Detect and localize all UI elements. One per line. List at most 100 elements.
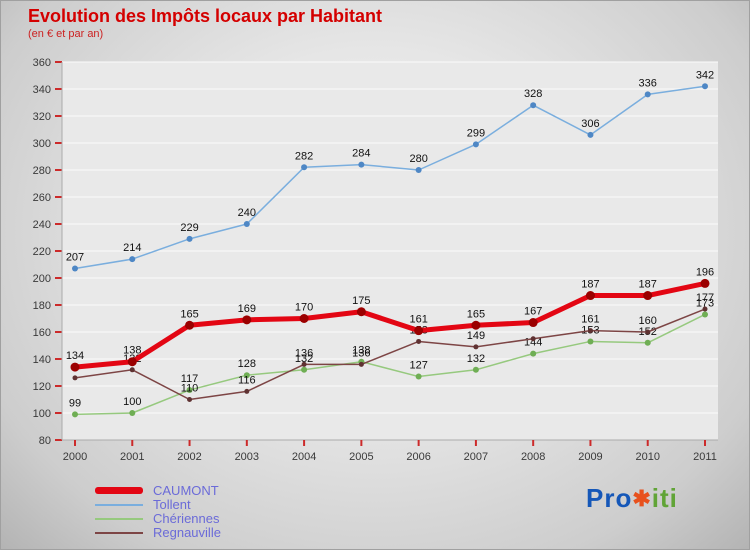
y-axis-label: 320 bbox=[33, 111, 51, 123]
data-point-regnauville bbox=[72, 375, 78, 381]
data-label-cheriennes: 138 bbox=[352, 345, 370, 357]
data-point-tollent bbox=[186, 235, 193, 242]
proxiti-logo: Pro✱iti bbox=[586, 483, 678, 514]
data-point-caumont bbox=[585, 291, 595, 301]
data-point-regnauville bbox=[187, 397, 193, 402]
data-point-tollent bbox=[358, 161, 365, 168]
x-axis-label: 2011 bbox=[693, 451, 717, 463]
data-point-cheriennes bbox=[301, 366, 308, 373]
data-point-tollent bbox=[472, 141, 479, 148]
page-title: Evolution des Impôts locaux par Habitant bbox=[28, 6, 383, 26]
data-point-tollent bbox=[72, 265, 78, 272]
legend-swatch-cheriennes bbox=[95, 517, 143, 520]
data-point-tollent bbox=[129, 256, 136, 263]
legend-swatch-tollent bbox=[95, 503, 143, 506]
data-point-caumont bbox=[185, 320, 195, 330]
data-point-caumont bbox=[643, 291, 653, 301]
legend-label-caumont: CAUMONT bbox=[153, 483, 219, 498]
y-axis-label: 140 bbox=[33, 354, 51, 366]
data-label-cheriennes: 173 bbox=[696, 297, 714, 309]
data-point-caumont bbox=[299, 314, 309, 323]
y-axis-label: 100 bbox=[33, 408, 51, 420]
x-axis-label: 2000 bbox=[63, 451, 87, 463]
data-label-regnauville: 136 bbox=[352, 347, 370, 359]
data-point-regnauville bbox=[358, 361, 364, 367]
logo-text-iti: iti bbox=[651, 483, 678, 513]
legend-label-cheriennes: Chériennes bbox=[153, 511, 220, 526]
x-axis-label: 2005 bbox=[349, 451, 373, 463]
data-label-tollent: 280 bbox=[409, 153, 427, 165]
data-label-caumont: 169 bbox=[238, 303, 256, 315]
data-point-regnauville bbox=[473, 344, 479, 350]
data-point-cheriennes bbox=[644, 339, 651, 346]
data-label-cheriennes: 117 bbox=[181, 373, 199, 385]
x-axis-label: 2004 bbox=[292, 451, 316, 463]
data-label-tollent: 207 bbox=[66, 252, 84, 264]
x-axis-label: 2006 bbox=[406, 451, 430, 463]
data-label-caumont: 134 bbox=[66, 350, 84, 362]
data-point-regnauville bbox=[301, 361, 307, 367]
data-label-caumont: 138 bbox=[123, 345, 141, 357]
data-label-caumont: 187 bbox=[581, 279, 599, 291]
data-label-regnauville: 177 bbox=[696, 292, 714, 304]
data-point-tollent bbox=[644, 91, 651, 98]
y-axis-label: 340 bbox=[33, 84, 51, 96]
data-label-caumont: 170 bbox=[295, 302, 313, 314]
y-axis-label: 280 bbox=[33, 165, 51, 177]
data-label-regnauville: 136 bbox=[295, 347, 313, 359]
x-axis-label: 2009 bbox=[578, 451, 602, 463]
data-label-cheriennes: 132 bbox=[295, 353, 313, 365]
data-label-regnauville: 161 bbox=[581, 314, 599, 326]
data-point-regnauville bbox=[645, 329, 651, 335]
series-line-regnauville bbox=[74, 308, 706, 401]
data-label-regnauville: 116 bbox=[238, 374, 256, 386]
x-axis-label: 2007 bbox=[464, 451, 488, 463]
data-point-cheriennes bbox=[702, 311, 708, 318]
data-point-regnauville bbox=[587, 328, 593, 334]
data-label-caumont: 167 bbox=[524, 306, 542, 318]
legend-swatch-regnauville bbox=[95, 531, 143, 534]
y-axis-label: 160 bbox=[33, 327, 51, 339]
data-label-cheriennes: 132 bbox=[467, 353, 485, 365]
data-point-regnauville bbox=[244, 388, 250, 394]
data-label-regnauville: 110 bbox=[181, 383, 199, 395]
data-point-caumont bbox=[127, 357, 137, 367]
legend-label-tollent: Tollent bbox=[153, 497, 191, 512]
data-point-tollent bbox=[301, 164, 308, 171]
data-point-cheriennes bbox=[587, 338, 594, 345]
y-axis-label: 360 bbox=[33, 57, 51, 69]
data-point-cheriennes bbox=[415, 373, 422, 380]
data-point-caumont bbox=[242, 315, 252, 325]
data-point-regnauville bbox=[129, 367, 135, 373]
data-point-cheriennes bbox=[243, 372, 250, 379]
data-label-tollent: 229 bbox=[180, 222, 198, 234]
data-label-tollent: 299 bbox=[467, 127, 485, 139]
series-line-tollent bbox=[74, 85, 706, 270]
y-axis-label: 120 bbox=[33, 381, 51, 393]
data-label-caumont: 196 bbox=[696, 266, 714, 278]
data-label-regnauville: 149 bbox=[467, 330, 485, 342]
data-point-cheriennes bbox=[472, 366, 479, 373]
x-axis-label: 2008 bbox=[521, 451, 545, 463]
data-point-caumont bbox=[471, 320, 481, 330]
data-label-tollent: 342 bbox=[696, 69, 714, 81]
legend-item-caumont: CAUMONT bbox=[95, 484, 221, 497]
data-label-cheriennes: 100 bbox=[123, 396, 141, 408]
data-point-caumont bbox=[356, 307, 366, 317]
legend-swatch-caumont bbox=[95, 487, 143, 494]
data-point-regnauville bbox=[530, 336, 536, 342]
data-label-caumont: 165 bbox=[467, 308, 485, 320]
data-point-tollent bbox=[243, 221, 250, 227]
data-point-tollent bbox=[587, 131, 594, 138]
legend-item-tollent: Tollent bbox=[95, 498, 221, 511]
y-axis-label: 300 bbox=[33, 138, 51, 150]
data-point-regnauville bbox=[702, 306, 708, 312]
data-point-tollent bbox=[530, 102, 537, 109]
data-label-tollent: 306 bbox=[581, 118, 599, 130]
data-point-cheriennes bbox=[129, 410, 136, 416]
data-point-caumont bbox=[700, 278, 710, 288]
data-label-caumont: 165 bbox=[180, 308, 198, 320]
y-axis-label: 240 bbox=[33, 219, 51, 231]
